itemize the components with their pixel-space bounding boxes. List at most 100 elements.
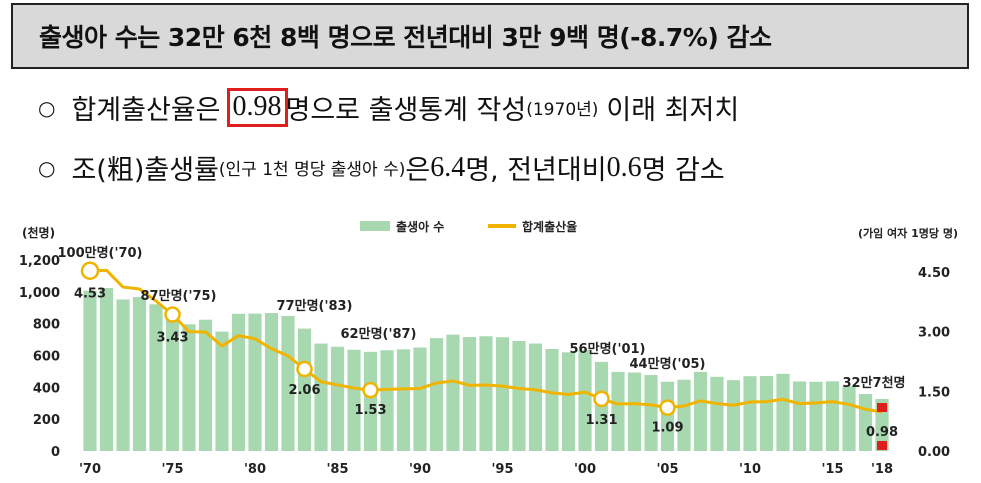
bar — [132, 297, 147, 451]
bar — [264, 313, 279, 451]
x-tick-label: '75 — [161, 462, 183, 477]
tfr-label: 1.09 — [651, 421, 683, 436]
bullet1-text-before: 합계출산율은 — [71, 95, 221, 126]
right-tick-label: 3.00 — [918, 326, 950, 341]
legend-bar-swatch — [360, 221, 390, 231]
legend-bar-label: 출생아 수 — [396, 219, 444, 234]
bar — [330, 346, 345, 451]
tfr-point — [659, 399, 676, 416]
tfr-point-2018 — [877, 403, 887, 413]
bar — [479, 336, 493, 451]
bar-series — [83, 288, 889, 451]
tfr-label: 4.53 — [74, 287, 106, 302]
bullet2-mid: 은 — [405, 155, 431, 186]
line-series — [80, 261, 887, 416]
bar — [825, 381, 840, 451]
births-tfr-chart: 4.53 3.43 2.06 1.53 1.31 1.09 0.98 100만명('70) 87… — [19, 219, 958, 477]
tfr-label: 1.31 — [585, 413, 617, 428]
bar — [215, 331, 229, 451]
bullet-total-fertility: ○ 합계출산율은 0.98 명으로 출생통계 작성 (1970년) 이래 최저치 — [38, 88, 739, 127]
bar — [693, 371, 708, 451]
bar — [792, 381, 807, 451]
x-tick-label: '85 — [326, 462, 348, 477]
left-tick-label: 0 — [51, 445, 60, 460]
tfr-label: 3.43 — [156, 331, 188, 346]
bar — [347, 349, 361, 451]
bar — [182, 324, 196, 451]
x-tick-label: '10 — [739, 462, 761, 477]
bar — [99, 288, 114, 451]
bar — [248, 313, 262, 451]
x-tick-label: '90 — [409, 462, 431, 477]
bar — [363, 351, 378, 451]
bullet1-text-after: 명으로 출생통계 작성 — [285, 95, 527, 126]
bullet2-tail: 명 감소 — [641, 155, 725, 186]
bar — [149, 304, 163, 451]
bar — [297, 328, 312, 451]
bullet1-paren: (1970년) — [526, 100, 599, 120]
tfr-point — [80, 261, 100, 280]
right-tick-label: 4.50 — [918, 266, 950, 281]
bar — [842, 386, 856, 451]
bar — [165, 311, 180, 451]
tfr-point — [362, 381, 379, 399]
bar — [759, 376, 774, 451]
bar — [429, 338, 444, 451]
headline-banner: 출생아 수는 32만 6천 8백 명으로 전년대비 3만 9백 명(-8.7%)… — [11, 3, 969, 69]
tfr-point — [593, 390, 610, 408]
chart-labels: 4.53 3.43 2.06 1.53 1.31 1.09 0.98 100만명('70) 87… — [57, 245, 905, 440]
bar — [83, 290, 97, 451]
bar — [462, 337, 477, 451]
bullet2-paren: (인구 1천 명당 출생아 수) — [218, 160, 406, 180]
bullet-circle-icon: ○ — [38, 95, 56, 120]
bar — [858, 394, 873, 451]
x-tick-label: '95 — [491, 462, 513, 477]
left-tick-label: 400 — [33, 381, 60, 396]
bar — [743, 376, 757, 451]
chart-legend: 출생아 수 합계출산율 — [360, 219, 577, 234]
bar-annotation: 77만명('83) — [277, 298, 353, 314]
bullet-circle-icon: ○ — [38, 155, 56, 180]
bar-annotation: 62만명('87) — [341, 326, 417, 342]
bar — [710, 376, 724, 451]
bar — [413, 347, 427, 451]
bar — [644, 375, 658, 451]
bar-annotation: 87만명('75) — [141, 288, 217, 304]
x-tick-label: '18 — [871, 462, 893, 477]
right-axis-unit: (가임 여자 1명당 명) — [858, 226, 958, 240]
right-tick-label: 1.50 — [918, 385, 950, 400]
bar — [446, 334, 460, 451]
bullet2-num2: 0.6 — [606, 151, 642, 183]
bar-annotation: 32만7천명 — [842, 375, 905, 391]
tfr-point — [164, 306, 181, 323]
x-tick-label: '70 — [79, 462, 101, 477]
bar — [396, 349, 411, 451]
left-tick-label: 600 — [33, 350, 60, 365]
bullet2-mid2: 명, 전년대비 — [465, 155, 607, 186]
x-tick-label: '80 — [244, 462, 266, 477]
bar — [380, 350, 394, 451]
headline-text: 출생아 수는 32만 6천 8백 명으로 전년대비 3만 9백 명(-8.7%)… — [39, 23, 772, 52]
bar-annotation: 56만명('01) — [570, 341, 646, 357]
bar — [660, 381, 675, 451]
tfr-point — [296, 360, 313, 378]
left-tick-label: 800 — [33, 318, 60, 333]
bar — [726, 380, 741, 451]
bar — [545, 348, 559, 451]
bar — [809, 381, 823, 451]
chart-axes: 0 200 400 600 800 1,000 1,200 (천명) 0.00 1.50 3.00 4… — [19, 219, 958, 477]
bar — [528, 343, 543, 451]
left-tick-label: 1,200 — [19, 254, 60, 269]
x-tick-label: '00 — [574, 462, 596, 477]
bar — [495, 337, 510, 451]
bar — [627, 372, 642, 451]
tfr-label: 1.53 — [354, 403, 386, 418]
x-tick-label: '15 — [821, 462, 843, 477]
tfr-line — [89, 268, 883, 414]
left-tick-label: 200 — [33, 413, 60, 428]
bar — [116, 299, 130, 451]
tfr-label: 0.98 — [866, 425, 898, 440]
birth-point-2018 — [877, 441, 887, 450]
left-tick-label: 1,000 — [19, 286, 60, 301]
left-axis-unit: (천명) — [22, 225, 55, 240]
